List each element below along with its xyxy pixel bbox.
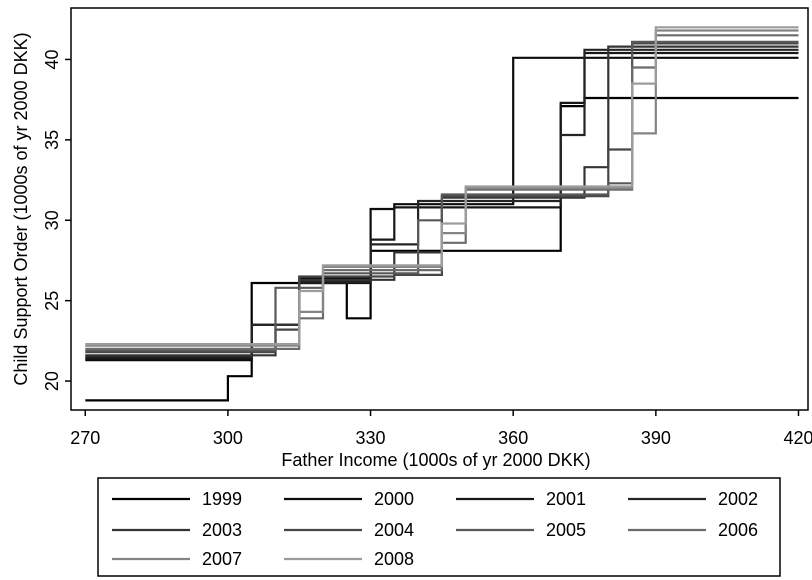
series-line-2008 (85, 26, 799, 346)
legend-box (97, 477, 781, 577)
legend-item-2000: 2000 (284, 489, 414, 509)
legend-item-2002: 2002 (628, 489, 758, 509)
legend-label: 2001 (546, 489, 586, 509)
legend-item-1999: 1999 (112, 489, 242, 509)
y-axis-title: Child Support Order (1000s of yr 2000 DK… (11, 32, 31, 385)
series-line-1999 (85, 96, 799, 402)
legend-item-2004: 2004 (284, 520, 414, 540)
legend-item-2006: 2006 (628, 520, 758, 540)
legend-label: 2002 (718, 489, 758, 509)
y-tick-label: 35 (42, 130, 62, 150)
series-layer (85, 26, 799, 402)
legend-item-2008: 2008 (284, 549, 414, 569)
legend-label: 2008 (374, 549, 414, 569)
legend-label: 2007 (202, 549, 242, 569)
y-tick-label: 40 (42, 49, 62, 69)
series-line-2007 (85, 29, 799, 347)
legend-label: 2006 (718, 520, 758, 540)
y-tick-label: 30 (42, 210, 62, 230)
x-tick-label: 390 (641, 428, 671, 448)
legend: 1999 2000 2001 2002 2003 2004 2005 2006 2007 2008 (112, 489, 758, 569)
y-tick-label: 25 (42, 291, 62, 311)
series-line-2002 (85, 48, 799, 358)
x-axis: 270 300 330 360 390 420 (70, 410, 812, 448)
legend-label: 2003 (202, 520, 242, 540)
series-line-2004 (85, 42, 799, 354)
y-tick-label: 20 (42, 371, 62, 391)
x-tick-label: 300 (213, 428, 243, 448)
legend-item-2007: 2007 (112, 549, 242, 569)
x-axis-title: Father Income (1000s of yr 2000 DKK) (281, 450, 590, 470)
y-axis: 20 25 30 35 40 (42, 49, 71, 391)
x-tick-label: 270 (70, 428, 100, 448)
legend-label: 2004 (374, 520, 414, 540)
legend-item-2005: 2005 (456, 520, 586, 540)
legend-item-2003: 2003 (112, 520, 242, 540)
series-line-2005 (85, 40, 799, 352)
legend-label: 2000 (374, 489, 414, 509)
legend-item-2001: 2001 (456, 489, 586, 509)
series-line-2006 (85, 34, 799, 350)
plot-area-frame (70, 7, 809, 411)
x-tick-label: 330 (356, 428, 386, 448)
legend-label: 1999 (202, 489, 242, 509)
x-tick-label: 360 (498, 428, 528, 448)
x-tick-label: 420 (783, 428, 812, 448)
legend-label: 2005 (546, 520, 586, 540)
